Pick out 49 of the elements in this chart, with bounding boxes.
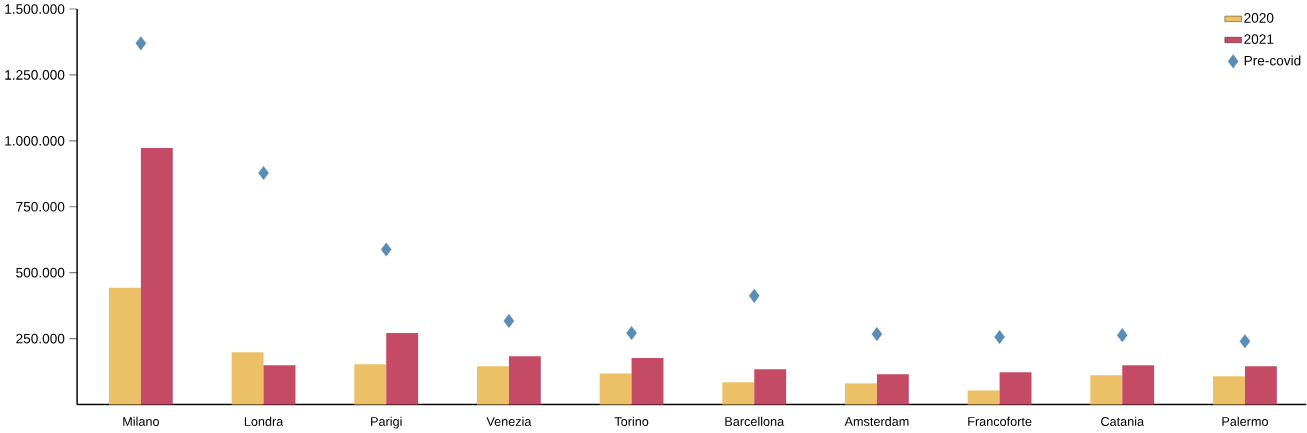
y-tick-label: 1.250.000	[5, 70, 65, 80]
x-tick-label: Palermo	[1222, 416, 1268, 427]
point	[1116, 328, 1128, 343]
bar	[599, 373, 632, 405]
bar	[967, 390, 1000, 405]
bar	[477, 366, 509, 405]
bar	[231, 352, 264, 405]
point	[871, 327, 883, 342]
x-tick-label: Francoforte	[968, 416, 1032, 427]
bar	[631, 358, 664, 405]
point	[135, 36, 147, 51]
x-tick-label: Torino	[614, 416, 649, 427]
x-tick-label: Londra	[244, 416, 284, 427]
y-tick-label: 250.000	[16, 333, 65, 344]
bar	[386, 333, 419, 405]
bar	[1122, 365, 1155, 405]
legend-label: 2021	[1244, 34, 1274, 45]
point	[1239, 334, 1251, 349]
x-tick-label: Amsterdam	[844, 416, 909, 427]
x-tick-label: Barcellona	[725, 416, 785, 427]
point	[503, 314, 515, 329]
x-tick-label: Catania	[1101, 416, 1145, 427]
y-tick-label: 1.500.000	[5, 4, 65, 15]
bar	[508, 356, 541, 405]
bar	[754, 369, 787, 405]
y-tick-label: 1.000.000	[5, 136, 65, 146]
bar	[354, 364, 387, 405]
point	[748, 288, 760, 304]
y-tick-label: 500.000	[16, 267, 65, 278]
bar	[263, 365, 296, 405]
bar	[876, 374, 909, 405]
point	[258, 166, 269, 181]
bar	[108, 287, 141, 405]
bar	[1213, 376, 1245, 405]
point	[626, 326, 637, 341]
bar	[140, 148, 173, 405]
legend-label: Pre-covid	[1244, 55, 1301, 66]
bar	[999, 372, 1032, 405]
x-tick-label: Venezia	[486, 416, 532, 427]
bar	[722, 382, 755, 405]
legend-label: 2020	[1244, 13, 1274, 23]
point	[380, 242, 392, 257]
y-tick-label: 750.000	[16, 202, 65, 212]
x-tick-label: Milano	[123, 416, 159, 427]
bar	[845, 383, 877, 405]
x-tick-label: Parigi	[371, 416, 402, 429]
bar	[1090, 375, 1123, 405]
bar	[1244, 366, 1277, 405]
point	[994, 330, 1005, 345]
